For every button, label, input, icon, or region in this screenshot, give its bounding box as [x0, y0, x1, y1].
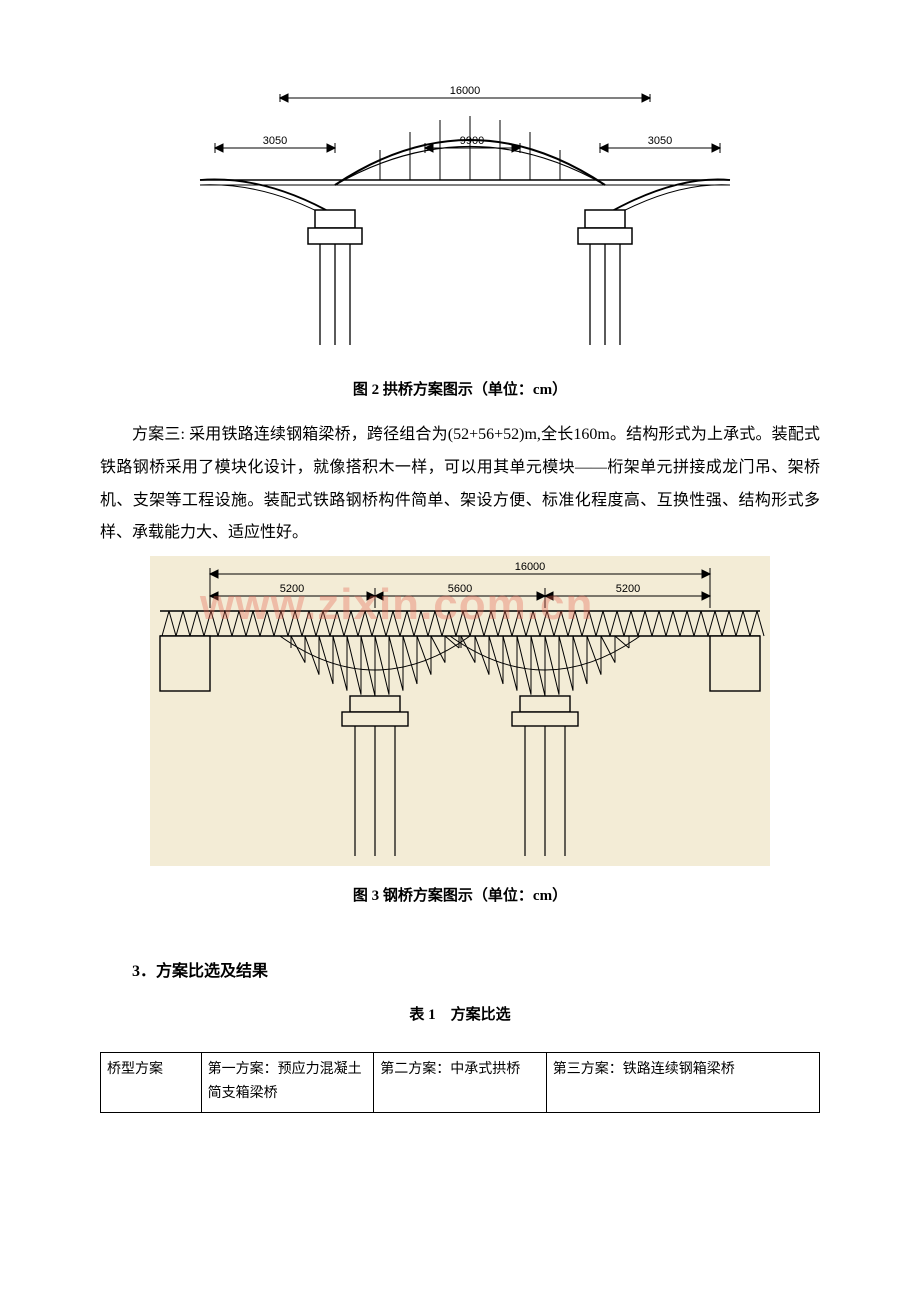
- arch-bridge-svg: 16000 3050 9900 3050: [180, 80, 740, 360]
- table-cell: 第三方案：铁路连续钢箱梁桥: [546, 1053, 819, 1113]
- figure-3-caption: 图 3 钢桥方案图示（单位：cm）: [353, 884, 567, 905]
- dim-total: 16000: [515, 561, 546, 573]
- steel-bridge-svg: 16000 5200 5600 5200: [150, 556, 770, 866]
- table-row: 桥型方案 第一方案：预应力混凝土简支箱梁桥 第二方案：中承式拱桥 第三方案：铁路…: [101, 1053, 820, 1113]
- dim-right: 5200: [616, 583, 640, 595]
- figure-3: 16000 5200 5600 5200: [100, 556, 820, 919]
- table-cell: 第二方案：中承式拱桥: [374, 1053, 547, 1113]
- table-cell: 第一方案：预应力混凝土简支箱梁桥: [201, 1053, 374, 1113]
- scheme-3-paragraph: 方案三: 采用铁路连续钢箱梁桥，跨径组合为(52+56+52)m,全长160m。…: [100, 419, 820, 550]
- table-cell: 桥型方案: [101, 1053, 202, 1113]
- dim-right: 3050: [648, 135, 672, 147]
- dim-total: 16000: [450, 85, 481, 97]
- figure-2-caption: 图 2 拱桥方案图示（单位：cm）: [353, 378, 567, 399]
- dim-left: 3050: [263, 135, 287, 147]
- comparison-table: 桥型方案 第一方案：预应力混凝土简支箱梁桥 第二方案：中承式拱桥 第三方案：铁路…: [100, 1052, 820, 1113]
- table-1-caption: 表 1 方案比选: [100, 1003, 820, 1024]
- figure-2: 16000 3050 9900 3050: [100, 80, 820, 413]
- section-3-heading: 3．方案比选及结果: [100, 957, 820, 981]
- dim-left: 5200: [280, 583, 304, 595]
- dim-center: 5600: [448, 583, 472, 595]
